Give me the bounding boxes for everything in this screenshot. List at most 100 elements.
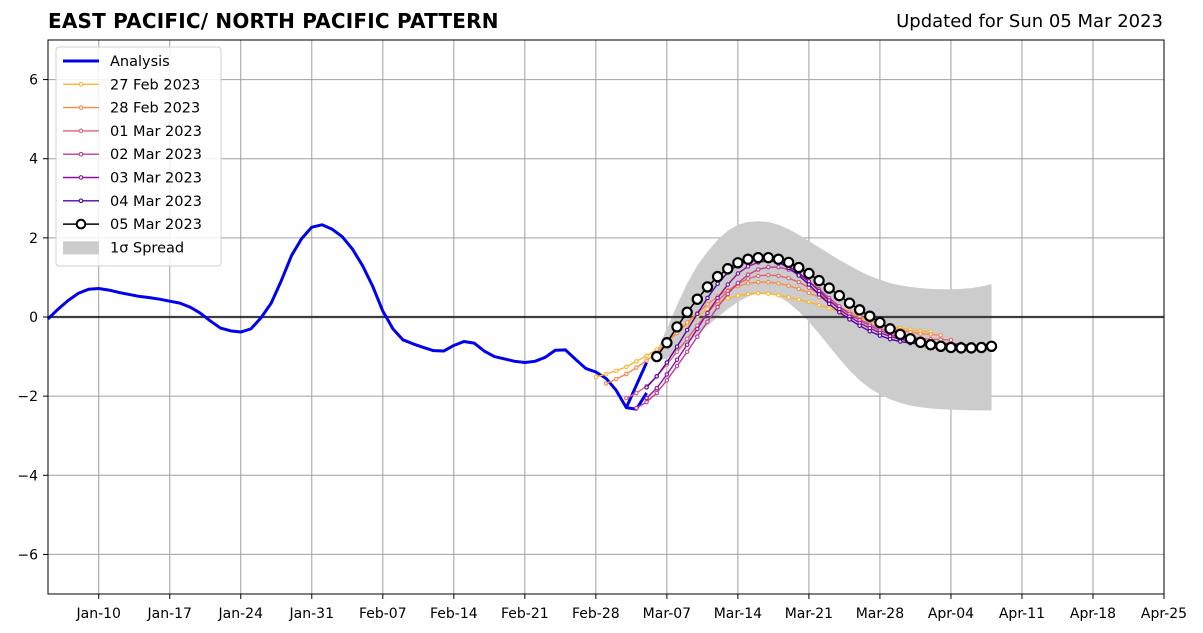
data-point — [766, 279, 771, 285]
x-tick-label: Apr-04 — [928, 606, 974, 622]
data-point — [894, 328, 906, 341]
x-tick-label: Jan-10 — [76, 606, 121, 622]
data-point — [684, 320, 690, 325]
data-point — [935, 340, 947, 352]
data-point — [766, 272, 771, 278]
x-tick-label: Mar-28 — [856, 606, 904, 622]
data-point — [725, 291, 730, 297]
y-tick-label: 6 — [29, 73, 38, 89]
y-tick-label: −2 — [17, 389, 38, 405]
data-point — [691, 293, 704, 305]
data-point — [624, 371, 629, 377]
x-tick-label: Apr-18 — [1070, 606, 1116, 622]
data-point — [887, 336, 893, 342]
data-point — [681, 306, 693, 318]
x-tick-label: Mar-14 — [714, 606, 762, 622]
legend-marker — [78, 151, 84, 157]
data-point — [776, 264, 781, 270]
data-point — [745, 264, 751, 269]
data-point — [782, 256, 795, 269]
data-point — [745, 291, 751, 297]
data-point — [837, 310, 842, 315]
series-05-mar-2023 — [651, 251, 998, 363]
legend-label: 28 Feb 2023 — [110, 101, 200, 117]
analysis-line-tail — [624, 361, 648, 409]
data-point — [735, 271, 741, 276]
data-point — [914, 336, 927, 349]
data-point — [644, 358, 649, 363]
data-point — [826, 301, 832, 307]
data-point — [796, 297, 802, 302]
data-point — [715, 281, 720, 287]
legend-label: 02 Mar 2023 — [110, 147, 202, 163]
data-point — [948, 337, 954, 343]
data-point — [884, 323, 896, 335]
data-point — [715, 304, 720, 310]
data-point — [945, 341, 957, 354]
data-point — [772, 253, 785, 265]
data-point — [965, 342, 977, 354]
data-point — [766, 291, 771, 296]
data-point — [806, 282, 812, 287]
legend-marker — [75, 218, 87, 230]
data-point — [593, 374, 599, 380]
data-point — [938, 332, 944, 338]
data-point — [755, 291, 761, 296]
legend-marker — [78, 105, 84, 110]
legend-label: 01 Mar 2023 — [110, 124, 202, 140]
data-point — [613, 376, 619, 382]
data-point — [634, 390, 639, 396]
data-point — [715, 295, 720, 301]
data-point — [755, 279, 761, 285]
data-point — [928, 332, 933, 337]
data-point — [762, 251, 775, 264]
data-point — [634, 405, 639, 411]
legend-item: 28 Feb 2023 — [63, 101, 200, 117]
legend-marker — [78, 128, 84, 134]
legend-item: 27 Feb 2023 — [63, 77, 200, 93]
data-point — [826, 298, 832, 303]
legend-swatch — [63, 241, 99, 255]
data-point — [613, 368, 619, 374]
data-point — [664, 360, 670, 365]
legend-label: Analysis — [110, 54, 170, 70]
data-point — [684, 327, 690, 333]
data-point — [711, 270, 724, 283]
legend-item: 1σ Spread — [63, 240, 184, 256]
legend-marker — [78, 175, 84, 180]
data-point — [735, 293, 741, 298]
x-tick-label: Feb-21 — [501, 606, 549, 622]
data-point — [867, 328, 873, 334]
legend-marker — [78, 81, 84, 87]
data-point — [651, 350, 663, 363]
data-point — [975, 341, 988, 354]
data-point — [755, 273, 761, 279]
data-point — [705, 302, 710, 307]
data-point — [745, 276, 751, 281]
data-point — [695, 326, 700, 332]
data-point — [725, 296, 730, 301]
data-point — [803, 267, 815, 280]
data-point — [813, 274, 825, 287]
data-point — [664, 372, 670, 377]
axes-frame — [43, 39, 1165, 599]
y-tick-label: 4 — [29, 152, 38, 168]
data-point — [985, 340, 998, 352]
data-point — [664, 378, 670, 383]
x-tick-label: Feb-28 — [572, 606, 620, 622]
data-point — [644, 399, 649, 405]
legend-label: 04 Mar 2023 — [110, 194, 202, 210]
data-point — [644, 395, 649, 401]
data-point — [603, 371, 609, 377]
data-point — [722, 263, 734, 275]
analysis-line — [46, 223, 648, 411]
chart-title: EAST PACIFIC/ NORTH PACIFIC PATTERN — [48, 9, 499, 33]
data-point — [955, 342, 967, 354]
data-point — [671, 321, 683, 333]
data-point — [843, 297, 856, 309]
data-point — [674, 344, 680, 349]
data-point — [695, 334, 700, 340]
data-point — [796, 286, 802, 292]
data-point — [776, 292, 781, 298]
